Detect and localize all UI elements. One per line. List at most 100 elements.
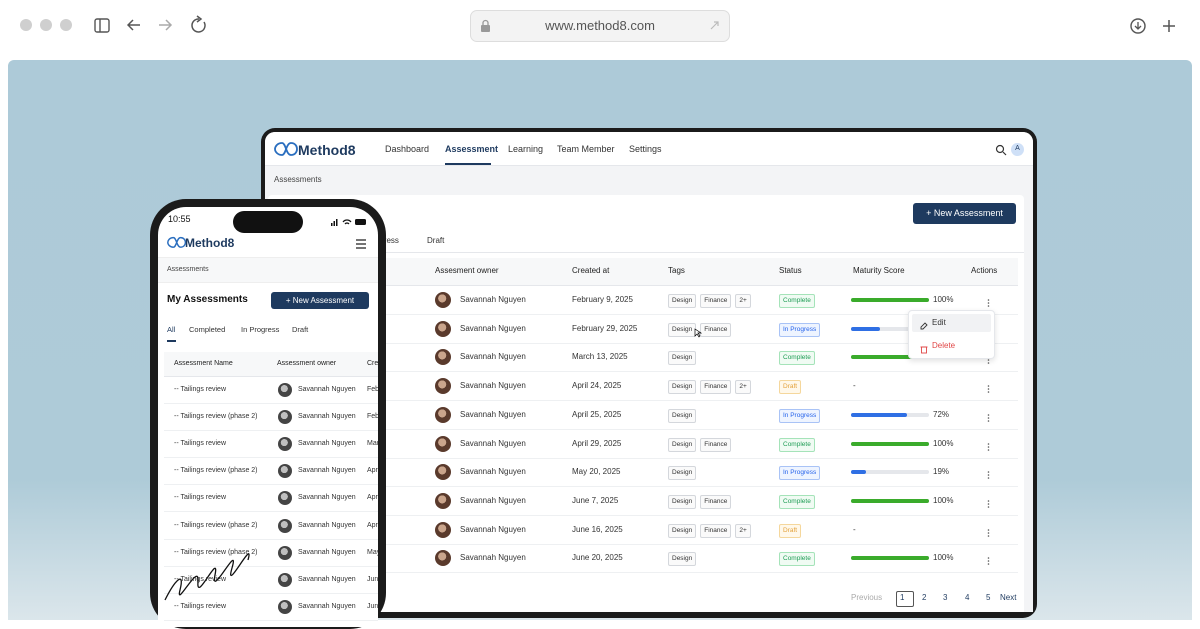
tag-label: Design xyxy=(672,297,693,304)
tag-chip: Design xyxy=(668,552,697,567)
nav-link[interactable]: Team Member xyxy=(557,144,615,154)
menu-item[interactable]: Delete xyxy=(932,341,956,350)
row-actions[interactable] xyxy=(987,525,990,537)
owner-avatar xyxy=(435,349,451,366)
tabs-divider xyxy=(268,252,1024,253)
score-track xyxy=(851,326,929,331)
owner-name: Savannah Nguyen xyxy=(298,494,356,502)
row-actions[interactable] xyxy=(987,553,990,566)
nav-link[interactable]: Dashboard xyxy=(385,144,430,154)
score-label: 100% xyxy=(933,438,954,448)
created-date: April 29, 2025 xyxy=(572,438,622,448)
row-divider xyxy=(274,514,1018,516)
nav-link[interactable]: Assessment xyxy=(445,144,499,154)
tag-chip: 2+ xyxy=(735,294,751,308)
owner-avatar xyxy=(278,545,292,560)
tag-chip: Design xyxy=(668,494,697,509)
row-divider xyxy=(164,592,378,594)
tag-label: Design xyxy=(672,411,693,419)
tag-chip: Design xyxy=(668,322,697,337)
assessment-name: -- Tailings review xyxy=(174,386,226,393)
url-bar[interactable]: www.method8.com xyxy=(470,10,730,42)
new-assessment-button[interactable]: + New Assessment xyxy=(271,292,369,309)
row-divider xyxy=(164,565,378,567)
created-date: February 29, 2025 xyxy=(572,323,638,333)
row-actions[interactable] xyxy=(987,496,990,508)
page-title: My Assessments xyxy=(167,294,248,305)
owner-avatar xyxy=(278,437,292,452)
score-bar xyxy=(851,355,929,360)
status-label: In Progress xyxy=(783,411,817,419)
page-link[interactable]: 5 xyxy=(986,593,991,602)
tag-label: 2+ xyxy=(739,526,747,534)
assessment-name: -- Tailings review (phase 2) xyxy=(174,548,258,556)
owner-name: Savannah Nguyen xyxy=(460,409,526,419)
filter-tab[interactable]: Draft xyxy=(292,325,309,334)
dynamic-island xyxy=(233,211,303,233)
kebab-icon xyxy=(987,413,990,422)
row-actions[interactable] xyxy=(987,295,990,307)
url-text: www.method8.com xyxy=(545,18,655,33)
row-divider xyxy=(274,486,1018,488)
score-bar xyxy=(851,556,929,561)
status-icons xyxy=(330,214,370,226)
tag-label: Design xyxy=(672,555,693,563)
owner-avatar xyxy=(435,435,451,452)
tag-label: Design xyxy=(672,526,693,534)
table-header xyxy=(274,258,1018,286)
tag-chip: Design xyxy=(668,351,697,366)
page-link[interactable]: 3 xyxy=(943,593,948,602)
filter-tab[interactable]: Completed xyxy=(189,325,226,334)
created-date: June 16, 2025 xyxy=(572,524,623,534)
page-link[interactable]: Next xyxy=(1000,593,1017,602)
menu-item[interactable]: Edit xyxy=(932,318,946,327)
page-link[interactable]: 4 xyxy=(965,593,970,602)
new-assessment-label: + New Assessment xyxy=(926,208,1003,218)
row-actions[interactable] xyxy=(987,381,990,393)
owner-avatar xyxy=(435,550,451,567)
owner-avatar xyxy=(435,320,451,337)
column-header: Maturity Score xyxy=(853,266,905,275)
row-actions[interactable] xyxy=(987,467,990,479)
owner-avatar xyxy=(435,521,451,538)
new-assessment-label: + New Assessment xyxy=(285,295,355,305)
mouse-cursor xyxy=(694,325,703,338)
new-assessment-button[interactable]: + New Assessment xyxy=(913,203,1016,224)
status-badge: Draft xyxy=(779,523,802,538)
score-label: 19% xyxy=(933,467,950,477)
scribble xyxy=(164,553,250,601)
status-label: In Progress xyxy=(783,325,817,333)
nav-link[interactable]: Learning xyxy=(508,144,544,154)
tag-label: Design xyxy=(672,469,693,477)
filter-tab[interactable]: In Progress xyxy=(241,325,280,334)
page-link[interactable]: 2 xyxy=(922,593,927,602)
created-date: April 24, 2025 xyxy=(367,467,378,475)
tablet-screen: Method8 Dashboard Assessment Learning Team M… xyxy=(265,132,1033,612)
kebab-icon xyxy=(987,500,990,508)
edit-icon xyxy=(919,318,929,330)
owner-name: Savannah Nguyen xyxy=(460,495,526,505)
tag-chip: Design xyxy=(668,437,697,452)
tag-label: Finance xyxy=(704,526,728,534)
page-link[interactable]: Previous xyxy=(851,593,883,602)
filter-tab[interactable]: All xyxy=(167,325,176,334)
row-actions[interactable] xyxy=(987,410,990,422)
created-date: April 24, 2025 xyxy=(572,381,622,391)
lock-icon xyxy=(481,19,490,32)
filter-tab[interactable]: Draft xyxy=(427,236,445,245)
nav-link[interactable]: Settings xyxy=(629,144,662,154)
tag-chip: Finance xyxy=(700,437,732,452)
column-header: Assesment owner xyxy=(435,266,499,275)
score-label: 72% xyxy=(933,409,950,419)
status-label: In Progress xyxy=(783,469,817,477)
tag-label: Design xyxy=(672,383,693,391)
page-link[interactable]: 1 xyxy=(900,593,905,602)
row-divider xyxy=(164,511,378,513)
tag-chip: Design xyxy=(668,523,697,538)
logo-icon-svg xyxy=(274,142,298,156)
tag-chip: Design xyxy=(668,380,697,395)
score-bar xyxy=(851,412,908,417)
user-avatar[interactable]: A xyxy=(1011,143,1024,156)
row-actions[interactable] xyxy=(987,439,990,451)
